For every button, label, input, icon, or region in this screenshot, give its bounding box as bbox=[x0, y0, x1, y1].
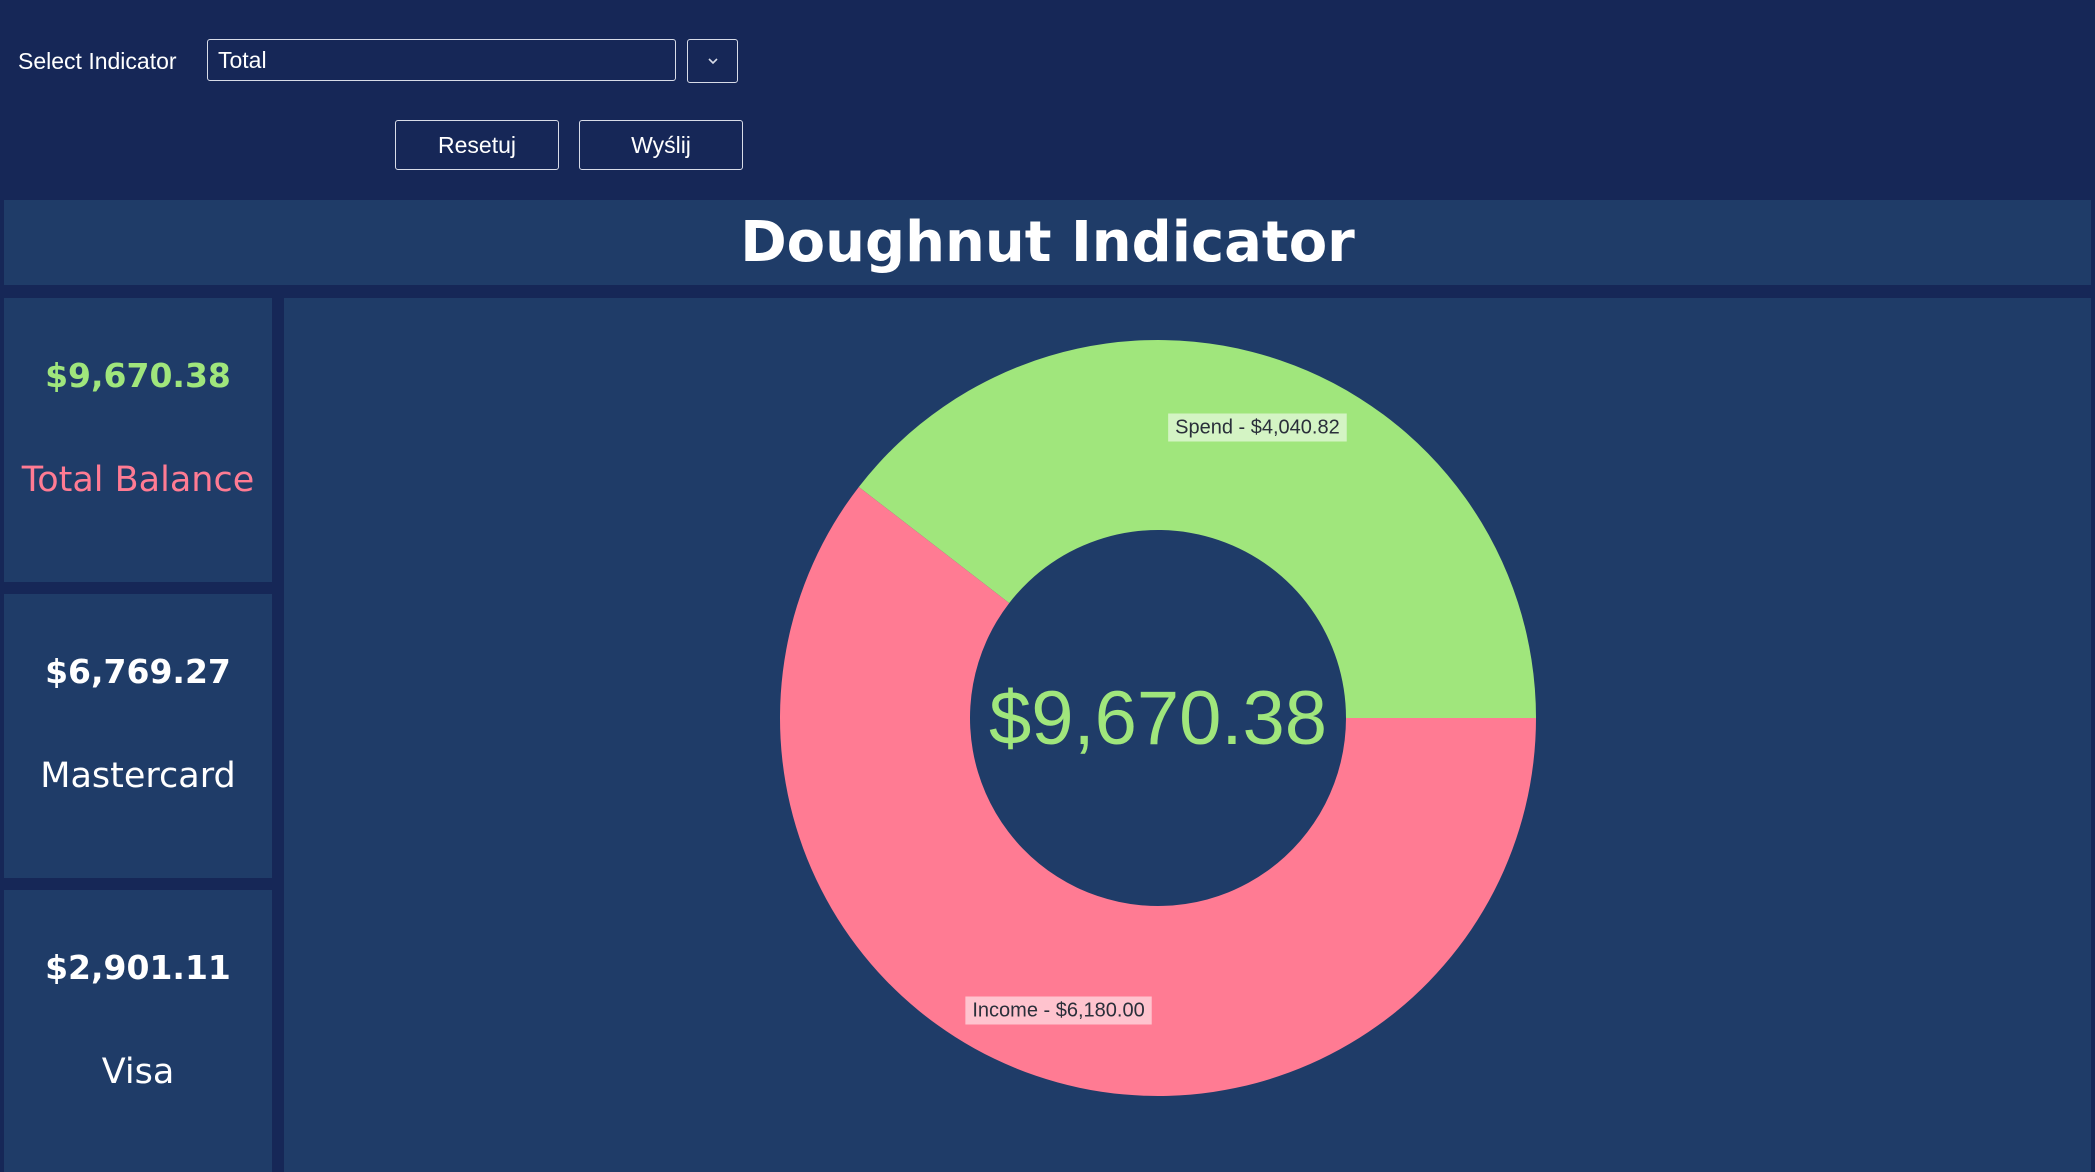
card-amount: $6,769.27 bbox=[45, 652, 231, 691]
indicator-dropdown-button[interactable] bbox=[687, 39, 738, 83]
page-title: Doughnut Indicator bbox=[740, 210, 1355, 275]
card-name: Mastercard bbox=[40, 756, 236, 796]
card-mastercard: $6,769.27 Mastercard bbox=[4, 594, 272, 878]
slice-label-text: Spend - $4,040.82 bbox=[1175, 416, 1340, 438]
submit-button[interactable]: Wyślij bbox=[579, 120, 743, 170]
controls-bar: Select Indicator Total Resetuj Wyślij bbox=[0, 0, 2095, 200]
slice-label-income: Income - $6,180.00 bbox=[965, 996, 1152, 1025]
title-bar: Doughnut Indicator bbox=[4, 200, 2091, 285]
doughnut-chart: Spend - $4,040.82 Income - $6,180.00 $9,67… bbox=[780, 340, 1536, 1096]
chart-panel: Spend - $4,040.82 Income - $6,180.00 $9,67… bbox=[284, 298, 2091, 1172]
slice-label-background bbox=[1168, 413, 1347, 442]
slice-label-background bbox=[965, 996, 1152, 1025]
slice-income[interactable] bbox=[780, 486, 1536, 1096]
reset-button[interactable]: Resetuj bbox=[395, 120, 559, 170]
chevron-down-icon bbox=[707, 58, 718, 65]
slice-label-text: Income - $6,180.00 bbox=[972, 1000, 1144, 1022]
center-value: $9,670.38 bbox=[989, 676, 1327, 761]
card-visa: $2,901.11 Visa bbox=[4, 890, 272, 1172]
select-indicator-label: Select Indicator bbox=[18, 48, 177, 74]
indicator-select[interactable]: Total bbox=[207, 39, 676, 81]
card-amount: $9,670.38 bbox=[45, 356, 231, 395]
card-name: Visa bbox=[101, 1052, 175, 1092]
card-total-balance: $9,670.38 Total Balance bbox=[4, 298, 272, 582]
slice-spend[interactable] bbox=[858, 340, 1536, 718]
card-amount: $2,901.11 bbox=[45, 948, 231, 987]
card-name: Total Balance bbox=[21, 460, 255, 500]
slice-label-spend: Spend - $4,040.82 bbox=[1168, 413, 1347, 442]
